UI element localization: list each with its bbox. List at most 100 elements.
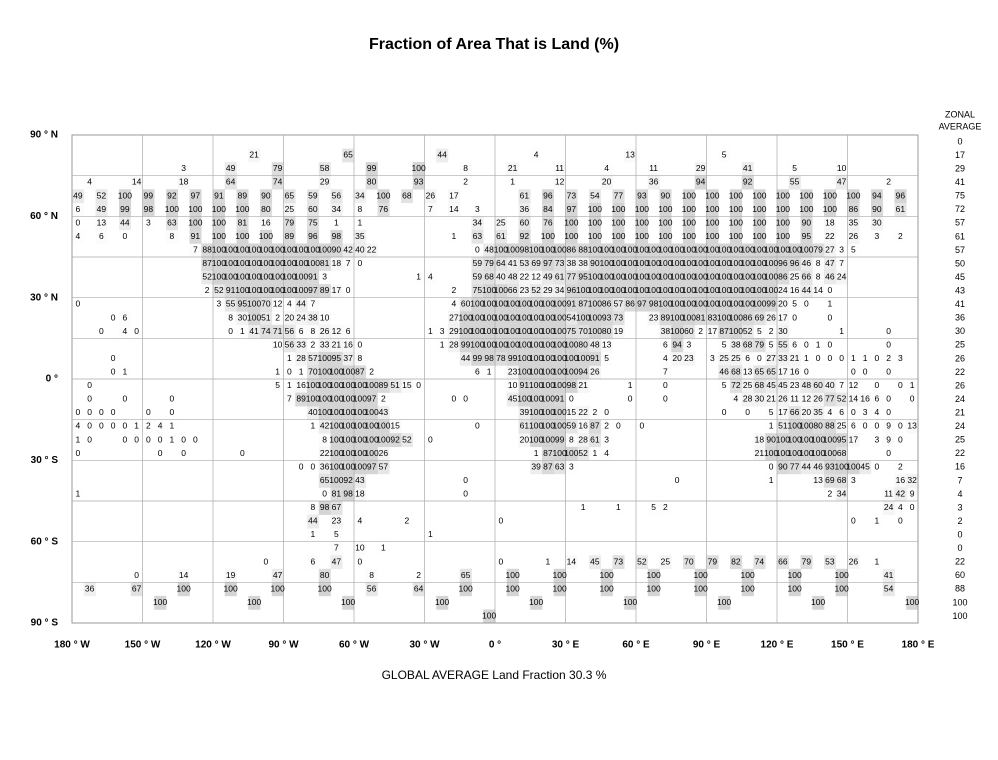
cell-value: 16 xyxy=(343,339,353,349)
cell-value: 1 xyxy=(440,339,445,349)
cell-value: 64 xyxy=(496,258,506,268)
land-shade xyxy=(330,541,343,556)
cell-value: 11 xyxy=(555,163,564,173)
land-shade xyxy=(847,229,860,244)
land-shade xyxy=(530,148,543,163)
zonal-value: 22 xyxy=(955,448,965,458)
land-shade xyxy=(671,311,684,326)
land-shade xyxy=(741,324,754,339)
cell-value: 17 xyxy=(778,312,788,322)
cell-value: 47 xyxy=(332,556,342,566)
cell-value: 53 xyxy=(520,258,530,268)
cell-value: 0 xyxy=(311,461,316,471)
land-shade xyxy=(483,609,496,624)
cell-value: 38 xyxy=(308,312,318,322)
land-shade xyxy=(671,243,684,258)
land-shade xyxy=(283,270,296,285)
land-shade xyxy=(612,202,625,217)
land-shade xyxy=(553,297,566,312)
cell-value: 40 xyxy=(355,244,365,254)
land-shade xyxy=(718,595,731,610)
cell-value: 68 xyxy=(837,475,847,485)
cell-value: 1 xyxy=(510,177,515,187)
land-shade xyxy=(565,324,578,339)
cell-value: 98 xyxy=(520,244,530,254)
cell-value: 100 xyxy=(247,285,261,295)
cell-value: 0 xyxy=(111,421,116,431)
cell-value: 0 xyxy=(851,366,856,376)
cell-value: 5 xyxy=(757,326,762,336)
cell-value: 0 xyxy=(863,421,868,431)
land-shade xyxy=(589,243,602,258)
land-shade xyxy=(812,270,825,285)
cell-value: 100 xyxy=(694,272,708,282)
land-shade xyxy=(683,243,696,258)
land-shade xyxy=(483,270,496,285)
land-shade xyxy=(553,257,566,271)
cell-value: 86 xyxy=(625,299,635,309)
cell-value: 100 xyxy=(541,366,555,376)
cell-value: 35 xyxy=(849,217,859,227)
zonal-value: 72 xyxy=(955,204,965,214)
cell-value: 32 xyxy=(907,475,917,485)
land-shade xyxy=(659,257,672,271)
cell-value: 80 xyxy=(367,177,377,187)
cell-value: 1 xyxy=(240,326,245,336)
land-shade xyxy=(612,229,625,244)
cell-value: 1 xyxy=(311,421,316,431)
cell-value: 73 xyxy=(614,556,624,566)
cell-value: 96 xyxy=(896,190,906,200)
cell-value: 5 xyxy=(334,529,339,539)
cell-value: 17 xyxy=(332,285,342,295)
cell-value: 52 xyxy=(743,326,753,336)
cell-value: 61 xyxy=(555,272,565,282)
land-shade xyxy=(565,257,578,271)
lon-label: 90 ° W xyxy=(268,640,299,651)
land-shade xyxy=(506,311,519,326)
land-shade xyxy=(565,270,578,285)
cell-value: 100 xyxy=(553,421,567,431)
cell-value: 100 xyxy=(506,244,520,254)
land-shade xyxy=(177,582,190,597)
land-shade xyxy=(600,338,613,353)
zonal-value: 30 xyxy=(955,326,965,336)
cell-value: 4 xyxy=(452,299,457,309)
cell-value: 73 xyxy=(567,190,577,200)
cell-value: 40 xyxy=(308,407,318,417)
cell-value: 3 xyxy=(898,353,903,363)
land-shade xyxy=(354,392,367,407)
land-shade xyxy=(471,284,484,298)
land-shade xyxy=(600,257,613,271)
cell-value: 25 xyxy=(837,421,847,431)
land-shade xyxy=(377,460,390,475)
cell-value: 48 xyxy=(508,272,518,282)
cell-value: 100 xyxy=(905,597,919,607)
cell-value: 55 xyxy=(226,299,236,309)
cell-value: 47 xyxy=(837,177,847,187)
cell-value: 100 xyxy=(564,366,578,376)
land-shade xyxy=(530,595,543,610)
cell-value: 100 xyxy=(729,231,743,241)
cell-value: 100 xyxy=(529,353,543,363)
land-shade xyxy=(730,216,743,231)
cell-value: 65 xyxy=(285,190,295,200)
land-shade xyxy=(119,311,132,326)
land-shade xyxy=(800,202,813,217)
cell-value: 0 xyxy=(111,353,116,363)
cell-value: 66 xyxy=(778,556,788,566)
land-shade xyxy=(835,175,848,190)
land-shade xyxy=(271,257,284,271)
cell-value: 89 xyxy=(238,190,248,200)
land-shade xyxy=(753,446,766,461)
land-shade xyxy=(589,324,602,339)
land-shade xyxy=(788,365,801,380)
land-shade xyxy=(894,501,907,515)
cell-value: 81 xyxy=(238,217,248,227)
land-shade xyxy=(800,284,813,298)
cell-value: 87 xyxy=(578,299,588,309)
cell-value: 17 xyxy=(778,366,788,376)
cell-value: 100 xyxy=(647,285,661,295)
cell-value: 38 xyxy=(661,326,671,336)
cell-value: 3 xyxy=(851,475,856,485)
cell-value: 100 xyxy=(635,285,649,295)
